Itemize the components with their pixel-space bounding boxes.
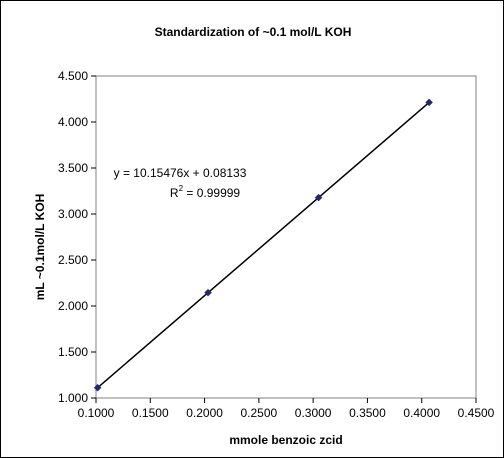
y-tick-label: 2.000 bbox=[58, 299, 88, 313]
y-tick-label: 2.500 bbox=[58, 253, 88, 267]
data-point bbox=[93, 383, 102, 392]
x-axis-ticks: 0.1000 0.1500 0.2000 0.2500 0.3000 0.3500 0.40… bbox=[78, 398, 495, 420]
x-tick-label: 0.2000 bbox=[186, 406, 223, 420]
y-tick-label: 1.000 bbox=[58, 391, 88, 405]
y-tick-label: 1.500 bbox=[58, 345, 88, 359]
r-squared-label: R2 = 0.99999 bbox=[170, 184, 241, 200]
data-point bbox=[314, 193, 323, 202]
chart-title: Standardization of ~0.1 mol/L KOH bbox=[155, 25, 352, 39]
x-tick-label: 0.1500 bbox=[132, 406, 169, 420]
x-tick-label: 0.4000 bbox=[403, 406, 440, 420]
x-tick-label: 0.4500 bbox=[458, 406, 495, 420]
x-axis-title: mmole benzoic zcid bbox=[229, 433, 342, 447]
x-tick-label: 0.3000 bbox=[295, 406, 332, 420]
y-tick-label: 3.000 bbox=[58, 207, 88, 221]
y-tick-label: 3.500 bbox=[58, 161, 88, 175]
y-axis-title: mL ~0.1mol/L KOH bbox=[33, 194, 47, 301]
trendline-equation: y = 10.15476x + 0.08133 bbox=[114, 166, 247, 180]
y-tick-label: 4.000 bbox=[58, 115, 88, 129]
r-squared-prefix: R bbox=[170, 186, 179, 200]
plot-area bbox=[95, 75, 477, 399]
y-axis-ticks: 1.000 1.500 2.000 2.500 3.000 3.500 4.000 4.500 bbox=[58, 69, 96, 405]
data-point bbox=[425, 98, 433, 107]
r-squared-value: = 0.99999 bbox=[183, 186, 240, 200]
x-tick-label: 0.3500 bbox=[349, 406, 386, 420]
x-tick-label: 0.1000 bbox=[78, 406, 115, 420]
y-tick-label: 4.500 bbox=[58, 69, 88, 83]
r-squared-exponent: 2 bbox=[179, 184, 184, 193]
data-point bbox=[204, 288, 212, 297]
data-points-layer bbox=[93, 98, 433, 392]
x-tick-label: 0.2500 bbox=[241, 406, 278, 420]
trendline-layer bbox=[97, 101, 430, 389]
trendline bbox=[97, 101, 430, 389]
